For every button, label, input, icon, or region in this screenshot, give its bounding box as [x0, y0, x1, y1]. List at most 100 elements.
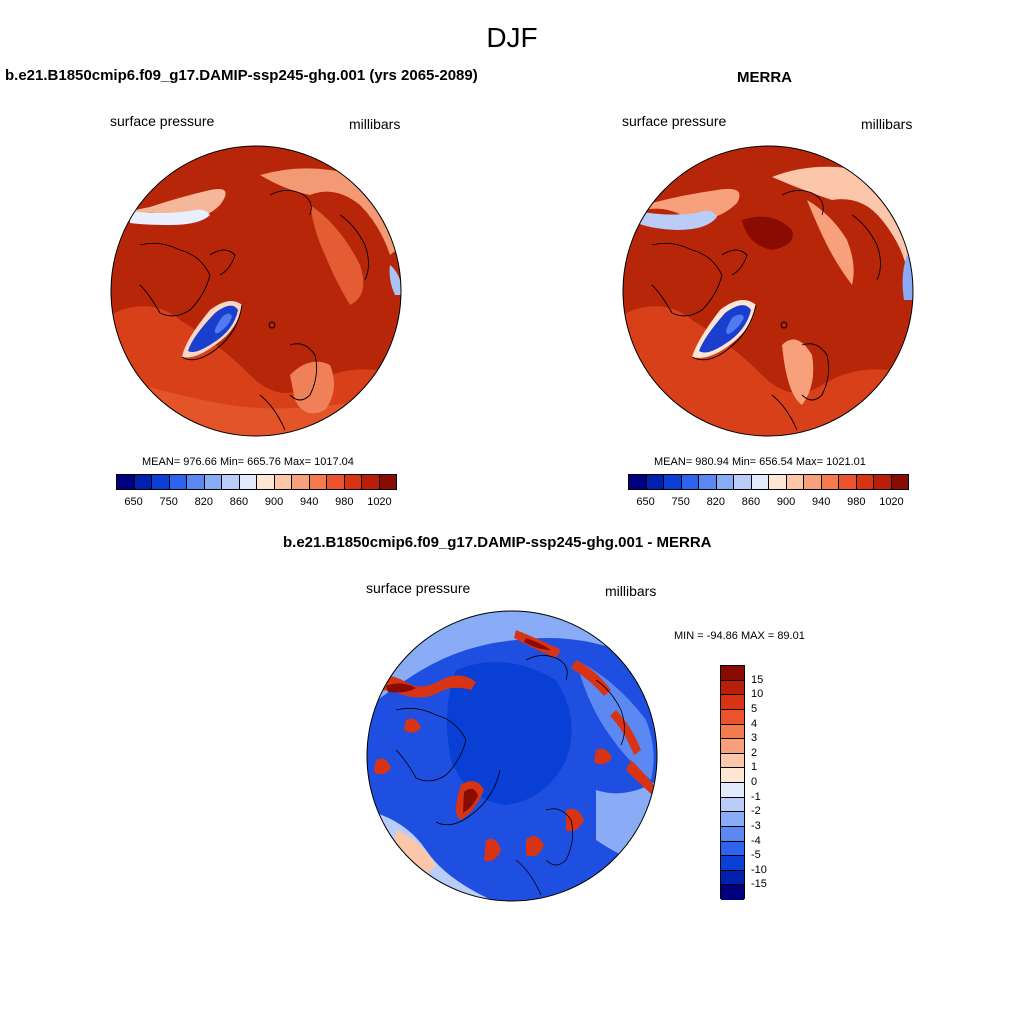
colorbar-swatch: [786, 475, 804, 489]
colorbar-tick-label: 10: [751, 688, 764, 701]
colorbar-tick-label: 2: [751, 746, 758, 759]
panel2-title: MERRA: [737, 69, 792, 86]
colorbar-tick-label: 15: [751, 673, 764, 686]
colorbar-swatch: [751, 475, 769, 489]
colorbar-swatch: [856, 475, 874, 489]
colorbar-tick-label: 750: [159, 496, 178, 508]
colorbar-swatch: [344, 475, 362, 489]
colorbar-tick-label: 900: [776, 496, 796, 508]
colorbar-tick-label: 900: [264, 496, 284, 508]
colorbar-swatch: [804, 475, 822, 489]
colorbar-tick-label: 1020: [879, 496, 904, 508]
colorbar-swatch: [721, 768, 744, 783]
colorbar-swatch: [721, 870, 744, 886]
colorbar-swatch: [327, 475, 345, 489]
colorbar-swatch: [117, 475, 135, 489]
colorbar-tick-label: 650: [636, 496, 655, 508]
panel1-title: b.e21.B1850cmip6.f09_g17.DAMIP-ssp245-gh…: [5, 67, 478, 84]
colorbar-tick-label: -5: [751, 849, 761, 862]
panel2-units-label: millibars: [861, 116, 913, 132]
colorbar-tick-label: 1020: [367, 496, 392, 508]
figure-title: DJF: [486, 22, 538, 53]
colorbar-tick-label: -1: [751, 790, 761, 803]
colorbar-tick-label: 650: [124, 496, 143, 508]
colorbar-swatch: [362, 475, 380, 489]
colorbar-swatch: [721, 885, 744, 900]
colorbar-tick-label: 860: [229, 496, 249, 508]
colorbar-swatch: [169, 475, 187, 489]
panel3-units-label: millibars: [605, 583, 657, 599]
colorbar-swatch: [839, 475, 857, 489]
colorbar-swatch: [257, 475, 275, 489]
colorbar-swatch: [721, 812, 744, 827]
panel2-colorbar-ticks: 650 750 820 860 900 940 980 1020: [628, 496, 909, 510]
colorbar-swatch: [721, 724, 744, 740]
colorbar-tick-label: 980: [847, 496, 866, 508]
colorbar-swatch: [721, 739, 744, 754]
colorbar-swatch: [721, 856, 744, 871]
colorbar-swatch: [152, 475, 170, 489]
colorbar-tick-label: 750: [671, 496, 690, 508]
colorbar-swatch: [681, 475, 699, 489]
colorbar-tick-label: -15: [751, 878, 767, 891]
colorbar-swatch: [716, 475, 734, 489]
colorbar-swatch: [721, 797, 744, 813]
colorbar-swatch: [187, 475, 205, 489]
colorbar-swatch: [239, 475, 257, 489]
panel1-polar-map: [110, 145, 402, 437]
colorbar-swatch: [134, 475, 152, 489]
panel2-colorbar: [628, 474, 909, 490]
colorbar-swatch: [664, 475, 682, 489]
panel3-stats: MIN = -94.86 MAX = 89.01: [674, 630, 805, 642]
colorbar-swatch: [721, 666, 744, 681]
colorbar-tick-label: -2: [751, 805, 761, 818]
colorbar-swatch: [821, 475, 839, 489]
colorbar-tick-label: 5: [751, 702, 758, 715]
colorbar-tick-label: 0: [751, 776, 758, 788]
colorbar-tick-label: 4: [751, 717, 758, 730]
panel2-stats: MEAN= 980.94 Min= 656.54 Max= 1021.01: [654, 456, 866, 468]
colorbar-swatch: [721, 709, 744, 725]
colorbar-swatch: [721, 680, 744, 696]
panel3-colorbar-ticks: 15 10 5 4 3 2 1 0 -1 -2 -3 -4 -5 -10 -15: [751, 665, 781, 899]
colorbar-tick-label: 820: [194, 496, 213, 508]
colorbar-swatch: [646, 475, 664, 489]
colorbar-swatch: [309, 475, 327, 489]
colorbar-swatch: [699, 475, 717, 489]
colorbar-tick-label: 940: [812, 496, 831, 508]
colorbar-tick-label: 940: [300, 496, 319, 508]
colorbar-swatch: [734, 475, 752, 489]
colorbar-swatch: [891, 475, 908, 489]
colorbar-tick-label: 820: [706, 496, 725, 508]
colorbar-swatch: [874, 475, 892, 489]
panel3-title: b.e21.B1850cmip6.f09_g17.DAMIP-ssp245-gh…: [283, 534, 712, 551]
colorbar-swatch: [222, 475, 240, 489]
panel3-polar-map: [366, 610, 658, 902]
colorbar-swatch: [292, 475, 310, 489]
colorbar-swatch: [721, 695, 744, 710]
panel3-variable-label: surface pressure: [366, 580, 471, 596]
colorbar-swatch: [721, 841, 744, 857]
colorbar-tick-label: 980: [335, 496, 354, 508]
colorbar-swatch: [721, 753, 744, 769]
panel1-colorbar-ticks: 650 750 820 860 900 940 980 1020: [116, 496, 397, 510]
colorbar-swatch: [204, 475, 222, 489]
panel1-variable-label: surface pressure: [110, 113, 215, 129]
panel2-variable-label: surface pressure: [622, 113, 727, 129]
colorbar-tick-label: -4: [751, 834, 761, 847]
colorbar-tick-label: 1: [751, 761, 758, 774]
colorbar-swatch: [769, 475, 787, 489]
panel1-colorbar: [116, 474, 397, 490]
panel1-units-label: millibars: [349, 116, 401, 132]
colorbar-tick-label: -10: [751, 863, 767, 876]
colorbar-tick-label: -3: [751, 819, 761, 832]
panel3-colorbar: [720, 665, 745, 900]
panel1-stats: MEAN= 976.66 Min= 665.76 Max= 1017.04: [142, 456, 354, 468]
colorbar-tick-label: 3: [751, 732, 758, 745]
panel2-polar-map: [622, 145, 914, 437]
colorbar-swatch: [629, 475, 647, 489]
colorbar-tick-label: 860: [741, 496, 761, 508]
colorbar-swatch: [721, 783, 744, 798]
colorbar-swatch: [379, 475, 396, 489]
colorbar-swatch: [274, 475, 292, 489]
